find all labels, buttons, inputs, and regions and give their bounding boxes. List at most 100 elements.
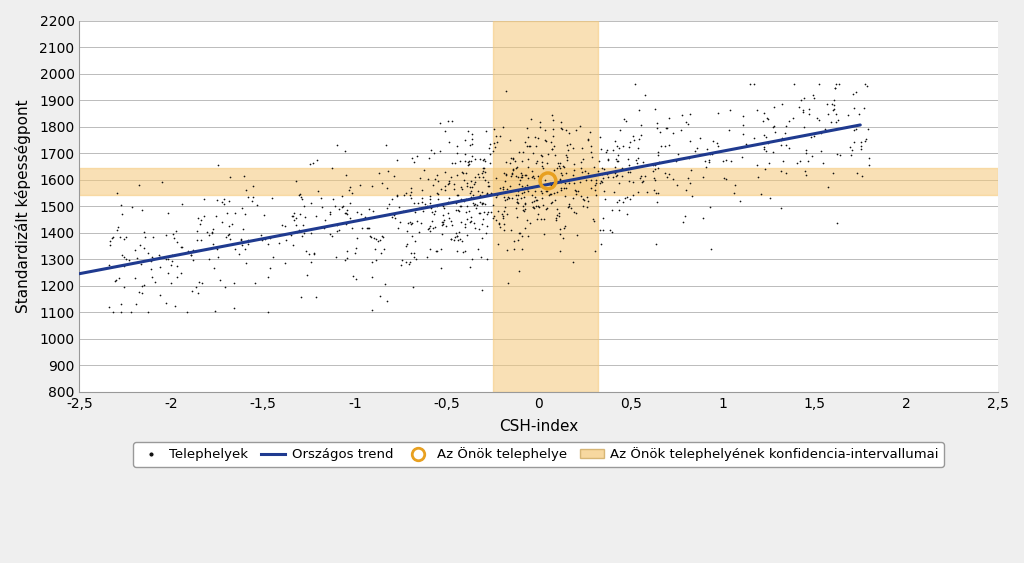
Point <box>417 200 433 209</box>
Point <box>596 164 612 173</box>
Point <box>473 285 489 294</box>
Point <box>210 252 226 261</box>
Point <box>346 248 362 257</box>
Point <box>665 175 681 184</box>
Point <box>466 218 482 227</box>
Point <box>453 195 469 204</box>
Point <box>135 227 152 236</box>
Point <box>574 155 591 164</box>
Point <box>524 197 541 206</box>
Point <box>597 195 613 204</box>
Point <box>256 211 272 220</box>
Point <box>563 204 580 213</box>
Point <box>588 191 604 200</box>
Point <box>553 123 569 132</box>
Point <box>511 148 527 157</box>
Point <box>773 167 790 176</box>
Point <box>339 205 355 215</box>
Point <box>472 208 488 217</box>
Legend: Telephelyek, Országos trend, Az Önök telephelye, Az Önök telephelyének konfidenc: Telephelyek, Országos trend, Az Önök tel… <box>133 442 944 467</box>
Bar <box>493 20 598 392</box>
Point <box>442 235 459 244</box>
Point <box>528 214 545 223</box>
Point <box>442 216 459 225</box>
Point <box>329 141 345 150</box>
Point <box>337 147 353 156</box>
Point <box>793 157 809 166</box>
Point <box>610 150 627 159</box>
Point <box>305 248 322 257</box>
Point <box>238 245 254 254</box>
Point <box>422 221 438 230</box>
Point <box>433 185 450 194</box>
Point <box>809 114 825 123</box>
Point <box>531 176 548 185</box>
Point <box>325 164 341 173</box>
Point <box>163 261 179 270</box>
Point <box>367 244 383 253</box>
Point <box>500 279 516 288</box>
Point <box>754 189 770 198</box>
Point <box>286 209 302 218</box>
Point <box>179 307 196 316</box>
Point <box>504 169 520 178</box>
Point <box>240 193 256 202</box>
Point <box>698 145 715 154</box>
Point <box>543 199 559 208</box>
Point <box>442 173 459 182</box>
Point <box>447 233 464 242</box>
Point <box>172 243 188 252</box>
Point <box>461 157 477 166</box>
Point <box>525 202 542 211</box>
Point <box>494 209 510 218</box>
Point <box>223 220 240 229</box>
Point <box>513 193 529 202</box>
Point <box>625 132 641 141</box>
Point <box>435 210 452 219</box>
Point <box>538 186 554 195</box>
Point <box>560 203 577 212</box>
Point <box>406 252 422 261</box>
Point <box>630 187 646 196</box>
Point <box>436 215 453 224</box>
Point <box>432 263 449 272</box>
Point <box>502 158 518 167</box>
Point <box>720 126 736 135</box>
Point <box>525 148 542 157</box>
Point <box>570 186 587 195</box>
Point <box>543 190 559 199</box>
Point <box>488 137 505 146</box>
Point <box>430 189 446 198</box>
Point <box>524 203 541 212</box>
Point <box>497 203 513 212</box>
Point <box>622 168 638 177</box>
Point <box>487 216 504 225</box>
Point <box>545 132 561 141</box>
Point <box>607 163 624 172</box>
Point <box>435 217 452 226</box>
Point <box>827 109 844 118</box>
Point <box>594 170 610 179</box>
Point <box>165 229 181 238</box>
Point <box>392 217 409 226</box>
Point <box>164 251 180 260</box>
Point <box>823 118 840 127</box>
Point <box>467 199 483 208</box>
Point <box>365 272 381 282</box>
Point <box>292 189 308 198</box>
Point <box>463 193 479 202</box>
Point <box>517 198 534 207</box>
Point <box>560 200 577 209</box>
Point <box>552 164 568 173</box>
Point <box>495 123 511 132</box>
Point <box>209 161 225 170</box>
Point <box>532 122 549 131</box>
Point <box>497 220 513 229</box>
Point <box>607 172 624 181</box>
Point <box>513 157 529 166</box>
Bar <box>80 168 998 195</box>
Point <box>326 194 342 203</box>
Point <box>511 180 527 189</box>
Point <box>438 221 455 230</box>
Point <box>608 157 625 166</box>
